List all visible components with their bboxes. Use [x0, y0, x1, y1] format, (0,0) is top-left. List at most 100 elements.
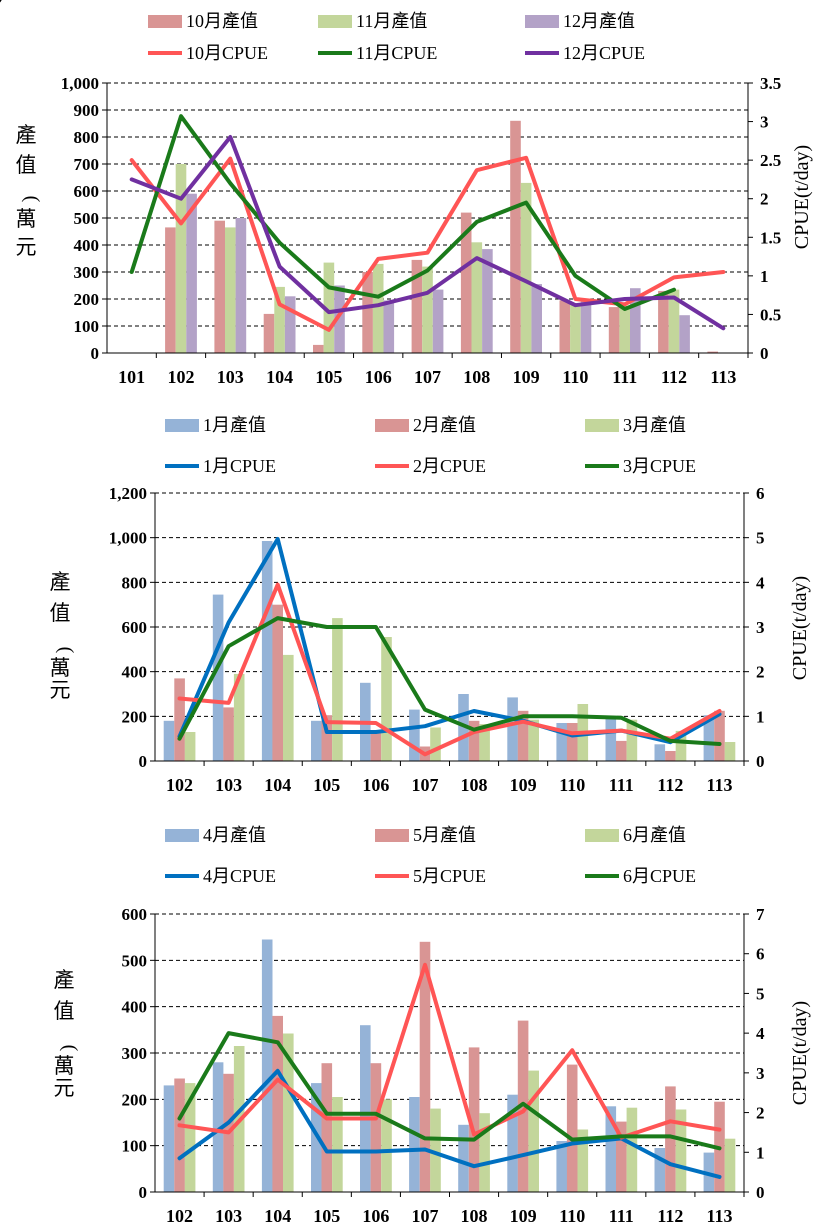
x-tick-label: 105: [315, 367, 342, 387]
bar: [184, 732, 196, 761]
series-line: [177, 616, 722, 746]
x-tick-label: 106: [365, 367, 392, 387]
y-left-tick-label: 100: [122, 1137, 148, 1156]
y-label-char: 值: [54, 999, 75, 1023]
x-tick-label: 108: [461, 1206, 488, 1226]
bar: [619, 305, 630, 354]
bar: [323, 262, 335, 353]
bar: [321, 1063, 333, 1192]
x-tick-label: 109: [510, 1206, 537, 1226]
x-tick-label: 107: [411, 1206, 438, 1226]
bar: [626, 1107, 638, 1192]
y-left-tick-label: 400: [122, 998, 148, 1017]
legend-label: 11月CPUE: [356, 43, 437, 63]
bar: [605, 1106, 617, 1192]
bar: [556, 1141, 567, 1192]
bar: [468, 720, 480, 761]
legend-label: 2月CPUE: [413, 456, 486, 476]
bar: [184, 1083, 196, 1192]
bar: [225, 227, 236, 353]
legend-swatch-bar: [318, 15, 352, 28]
legend-swatch-bar: [585, 419, 619, 432]
bar: [409, 1097, 420, 1192]
y-right-tick-label: 0.5: [760, 305, 781, 324]
bar: [665, 1086, 676, 1192]
x-tick-label: 102: [166, 1206, 193, 1226]
x-tick-label: 113: [706, 1206, 732, 1226]
legend-label: 10月產值: [186, 11, 258, 31]
bar: [214, 220, 225, 353]
legend-swatch-bar: [375, 829, 409, 842]
bar: [370, 732, 382, 761]
series-line: [177, 1031, 722, 1151]
bar: [665, 751, 676, 761]
legend: 1月產值 2月產值 3月產值 1月CPUE 2月CPUE 3月CPUE: [165, 415, 696, 476]
bar: [707, 351, 718, 353]
y-left-tick-label: 200: [122, 1090, 148, 1109]
x-tick-label: 104: [264, 775, 291, 795]
y-left-tick-label: 0: [91, 344, 100, 363]
y-left-tick-label: 400: [122, 663, 148, 682]
bar: [313, 344, 324, 353]
y-right-tick-label: 6: [756, 945, 765, 964]
y-label-char: 元: [16, 235, 37, 259]
legend-label: 1月CPUE: [203, 456, 276, 476]
y-left-tick-label: 0: [139, 1183, 148, 1202]
bar: [703, 715, 715, 761]
bar: [658, 290, 669, 353]
bar: [174, 1078, 185, 1192]
x-tick-label: 102: [166, 775, 193, 795]
bar: [174, 678, 185, 761]
bar: [724, 1138, 736, 1192]
y-right-tick-label: 1: [756, 707, 765, 726]
bar: [520, 182, 532, 353]
y-label-char: (: [21, 196, 43, 203]
y-right-tick-label: 2: [760, 190, 769, 209]
bar: [321, 715, 333, 761]
axes: 0 100 200 300 400 500 600 0 1 2 3 4 5 6 7 102 103 104 105 1…: [122, 905, 766, 1226]
legend-label: 6月產值: [623, 825, 686, 845]
y-label-char: 元: [50, 678, 71, 702]
y-label-char: ): [0, 0, 3, 5]
bar: [654, 1148, 666, 1192]
bar: [381, 637, 392, 761]
bar: [212, 1062, 224, 1192]
y-left-tick-label: 700: [74, 155, 100, 174]
y-left-tick-label: 200: [74, 290, 100, 309]
y-right-tick-label: 5: [756, 529, 765, 548]
bar: [482, 249, 493, 353]
y-left-tick-label: 300: [122, 1044, 148, 1063]
bar: [566, 1064, 578, 1192]
bar: [430, 727, 441, 761]
y-axis-label-left: 產值(萬元): [0, 0, 81, 1100]
x-tick-label: 110: [559, 775, 585, 795]
bar: [283, 654, 294, 761]
y-right-tick-label: 3: [756, 1064, 765, 1083]
bar: [471, 242, 483, 353]
x-tick-label: 101: [118, 367, 145, 387]
bar: [432, 289, 444, 353]
legend-label: 12月CPUE: [563, 43, 645, 63]
x-tick-label: 113: [706, 775, 732, 795]
axes: 0 100 200 300 400 500 600 700 800 900 1,000 0 0.5 1 1.…: [61, 74, 782, 387]
y-axis-label-left: 產值(萬元): [0, 0, 77, 702]
y-right-tick-label: 3.5: [760, 74, 781, 93]
bar: [409, 709, 420, 761]
y-right-tick-label: 6: [756, 484, 765, 503]
bar: [272, 1015, 283, 1192]
x-tick-label: 105: [313, 1206, 340, 1226]
legend-label: 1月產值: [203, 415, 266, 435]
bar: [556, 723, 567, 761]
y-label-char: 萬: [54, 1054, 75, 1078]
bar: [334, 285, 345, 353]
bar: [362, 272, 373, 353]
y-right-tick-label: 1.5: [760, 228, 781, 247]
bar: [626, 719, 638, 761]
bar: [235, 218, 247, 353]
legend: 10月產值 11月產值 12月產值 10月CPUE 11月CPUE 12月CPUE: [148, 11, 645, 63]
bar: [381, 1099, 392, 1192]
x-tick-label: 109: [510, 775, 537, 795]
y-left-tick-label: 800: [74, 128, 100, 147]
legend-label: 6月CPUE: [623, 866, 696, 886]
